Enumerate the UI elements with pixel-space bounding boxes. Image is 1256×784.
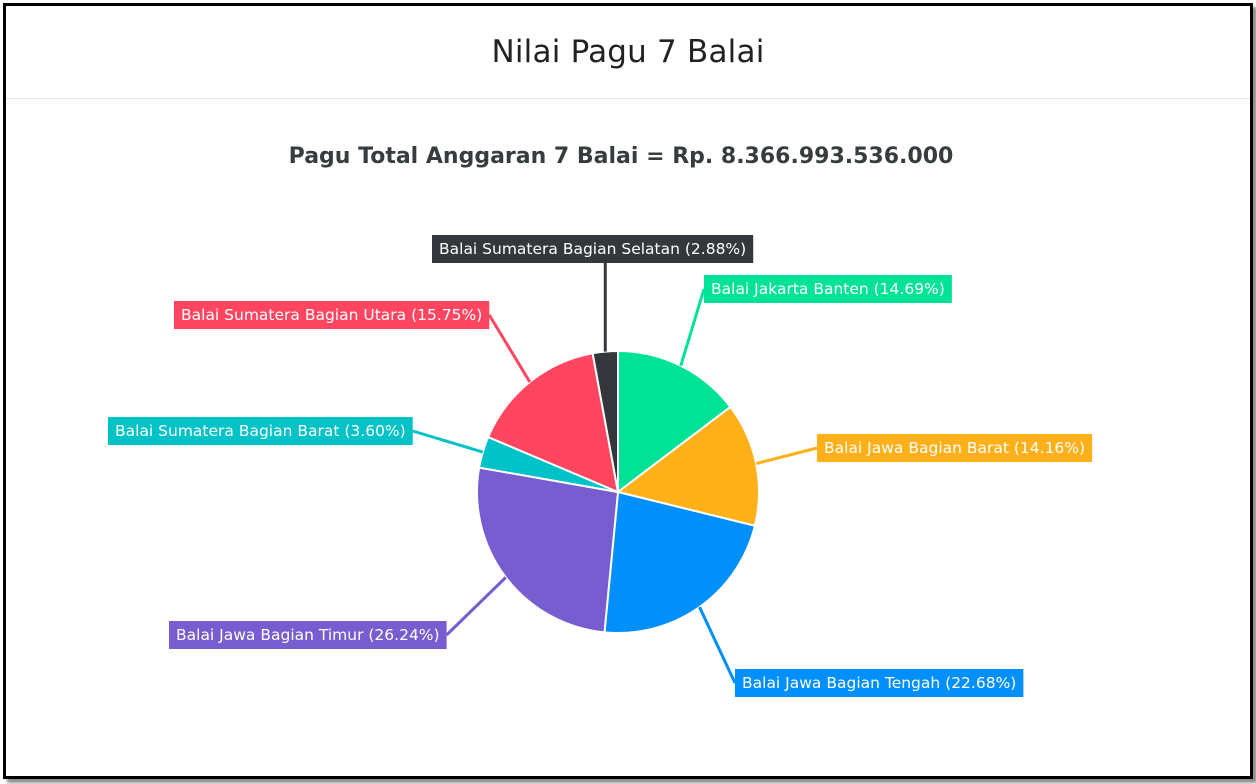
chart-subtitle: Pagu Total Anggaran 7 Balai = Rp. 8.366.… (289, 144, 954, 169)
slice-label-balai-jakarta-banten: Balai Jakarta Banten (14.69%) (711, 280, 945, 298)
card-header: Nilai Pagu 7 Balai (6, 6, 1250, 99)
pie-slice-balai-jawa-bagian-barat[interactable] (615, 405, 760, 527)
pie-chart: Pagu Total Anggaran 7 Balai = Rp. 8.366.… (108, 144, 1093, 697)
pie-slice-balai-jawa-bagian-tengah[interactable] (603, 490, 757, 634)
slice-label-balai-jawa-bagian-barat: Balai Jawa Bagian Barat (14.16%) (824, 439, 1085, 457)
pie-slice-balai-jawa-bagian-timur[interactable] (476, 466, 620, 634)
slice-label-balai-sumatera-bagian-utara: Balai Sumatera Bagian Utara (15.75%) (181, 306, 482, 324)
slice-label-balai-jawa-bagian-timur: Balai Jawa Bagian Timur (26.24%) (176, 626, 440, 644)
slice-label-balai-sumatera-bagian-barat: Balai Sumatera Bagian Barat (3.60%) (115, 422, 406, 440)
pie-slice-balai-sumatera-bagian-utara[interactable] (486, 352, 620, 494)
slice-label-box (432, 235, 754, 263)
slice-connector (445, 576, 507, 637)
pie-labels: Balai Jakarta Banten (14.69%) Balai Jawa … (108, 235, 1093, 697)
slice-connector (698, 606, 737, 684)
slice-label-box (817, 434, 1093, 462)
slice-label-balai-sumatera-bagian-selatan: Balai Sumatera Bagian Selatan (2.88%) (439, 240, 746, 258)
slice-label-box (169, 621, 447, 649)
slice-label-box (174, 301, 490, 329)
slice-connector (487, 314, 532, 383)
chart-card: Nilai Pagu 7 Balai Pagu Total Anggaran 7… (3, 3, 1253, 779)
slice-label-box (704, 275, 952, 303)
slice-label-box (735, 669, 1024, 697)
pie-slices (476, 349, 760, 634)
slice-connector (412, 429, 484, 454)
slice-connector (679, 288, 706, 367)
slice-connector (755, 446, 818, 466)
slice-label-balai-jawa-bagian-tengah: Balai Jawa Bagian Tengah (22.68%) (742, 674, 1016, 692)
card-title: Nilai Pagu 7 Balai (491, 34, 765, 70)
slice-label-box (108, 417, 413, 445)
